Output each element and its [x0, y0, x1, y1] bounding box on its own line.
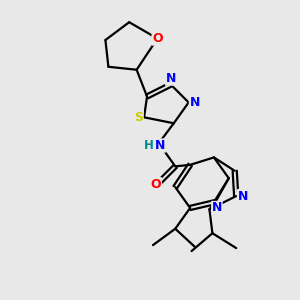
Text: N: N [212, 202, 222, 214]
Text: N: N [238, 190, 248, 202]
Text: N: N [155, 139, 166, 152]
Text: S: S [134, 111, 143, 124]
Text: N: N [166, 72, 176, 85]
Text: N: N [189, 96, 200, 109]
Text: O: O [151, 178, 161, 191]
Text: H: H [144, 139, 154, 152]
Text: O: O [152, 32, 163, 45]
